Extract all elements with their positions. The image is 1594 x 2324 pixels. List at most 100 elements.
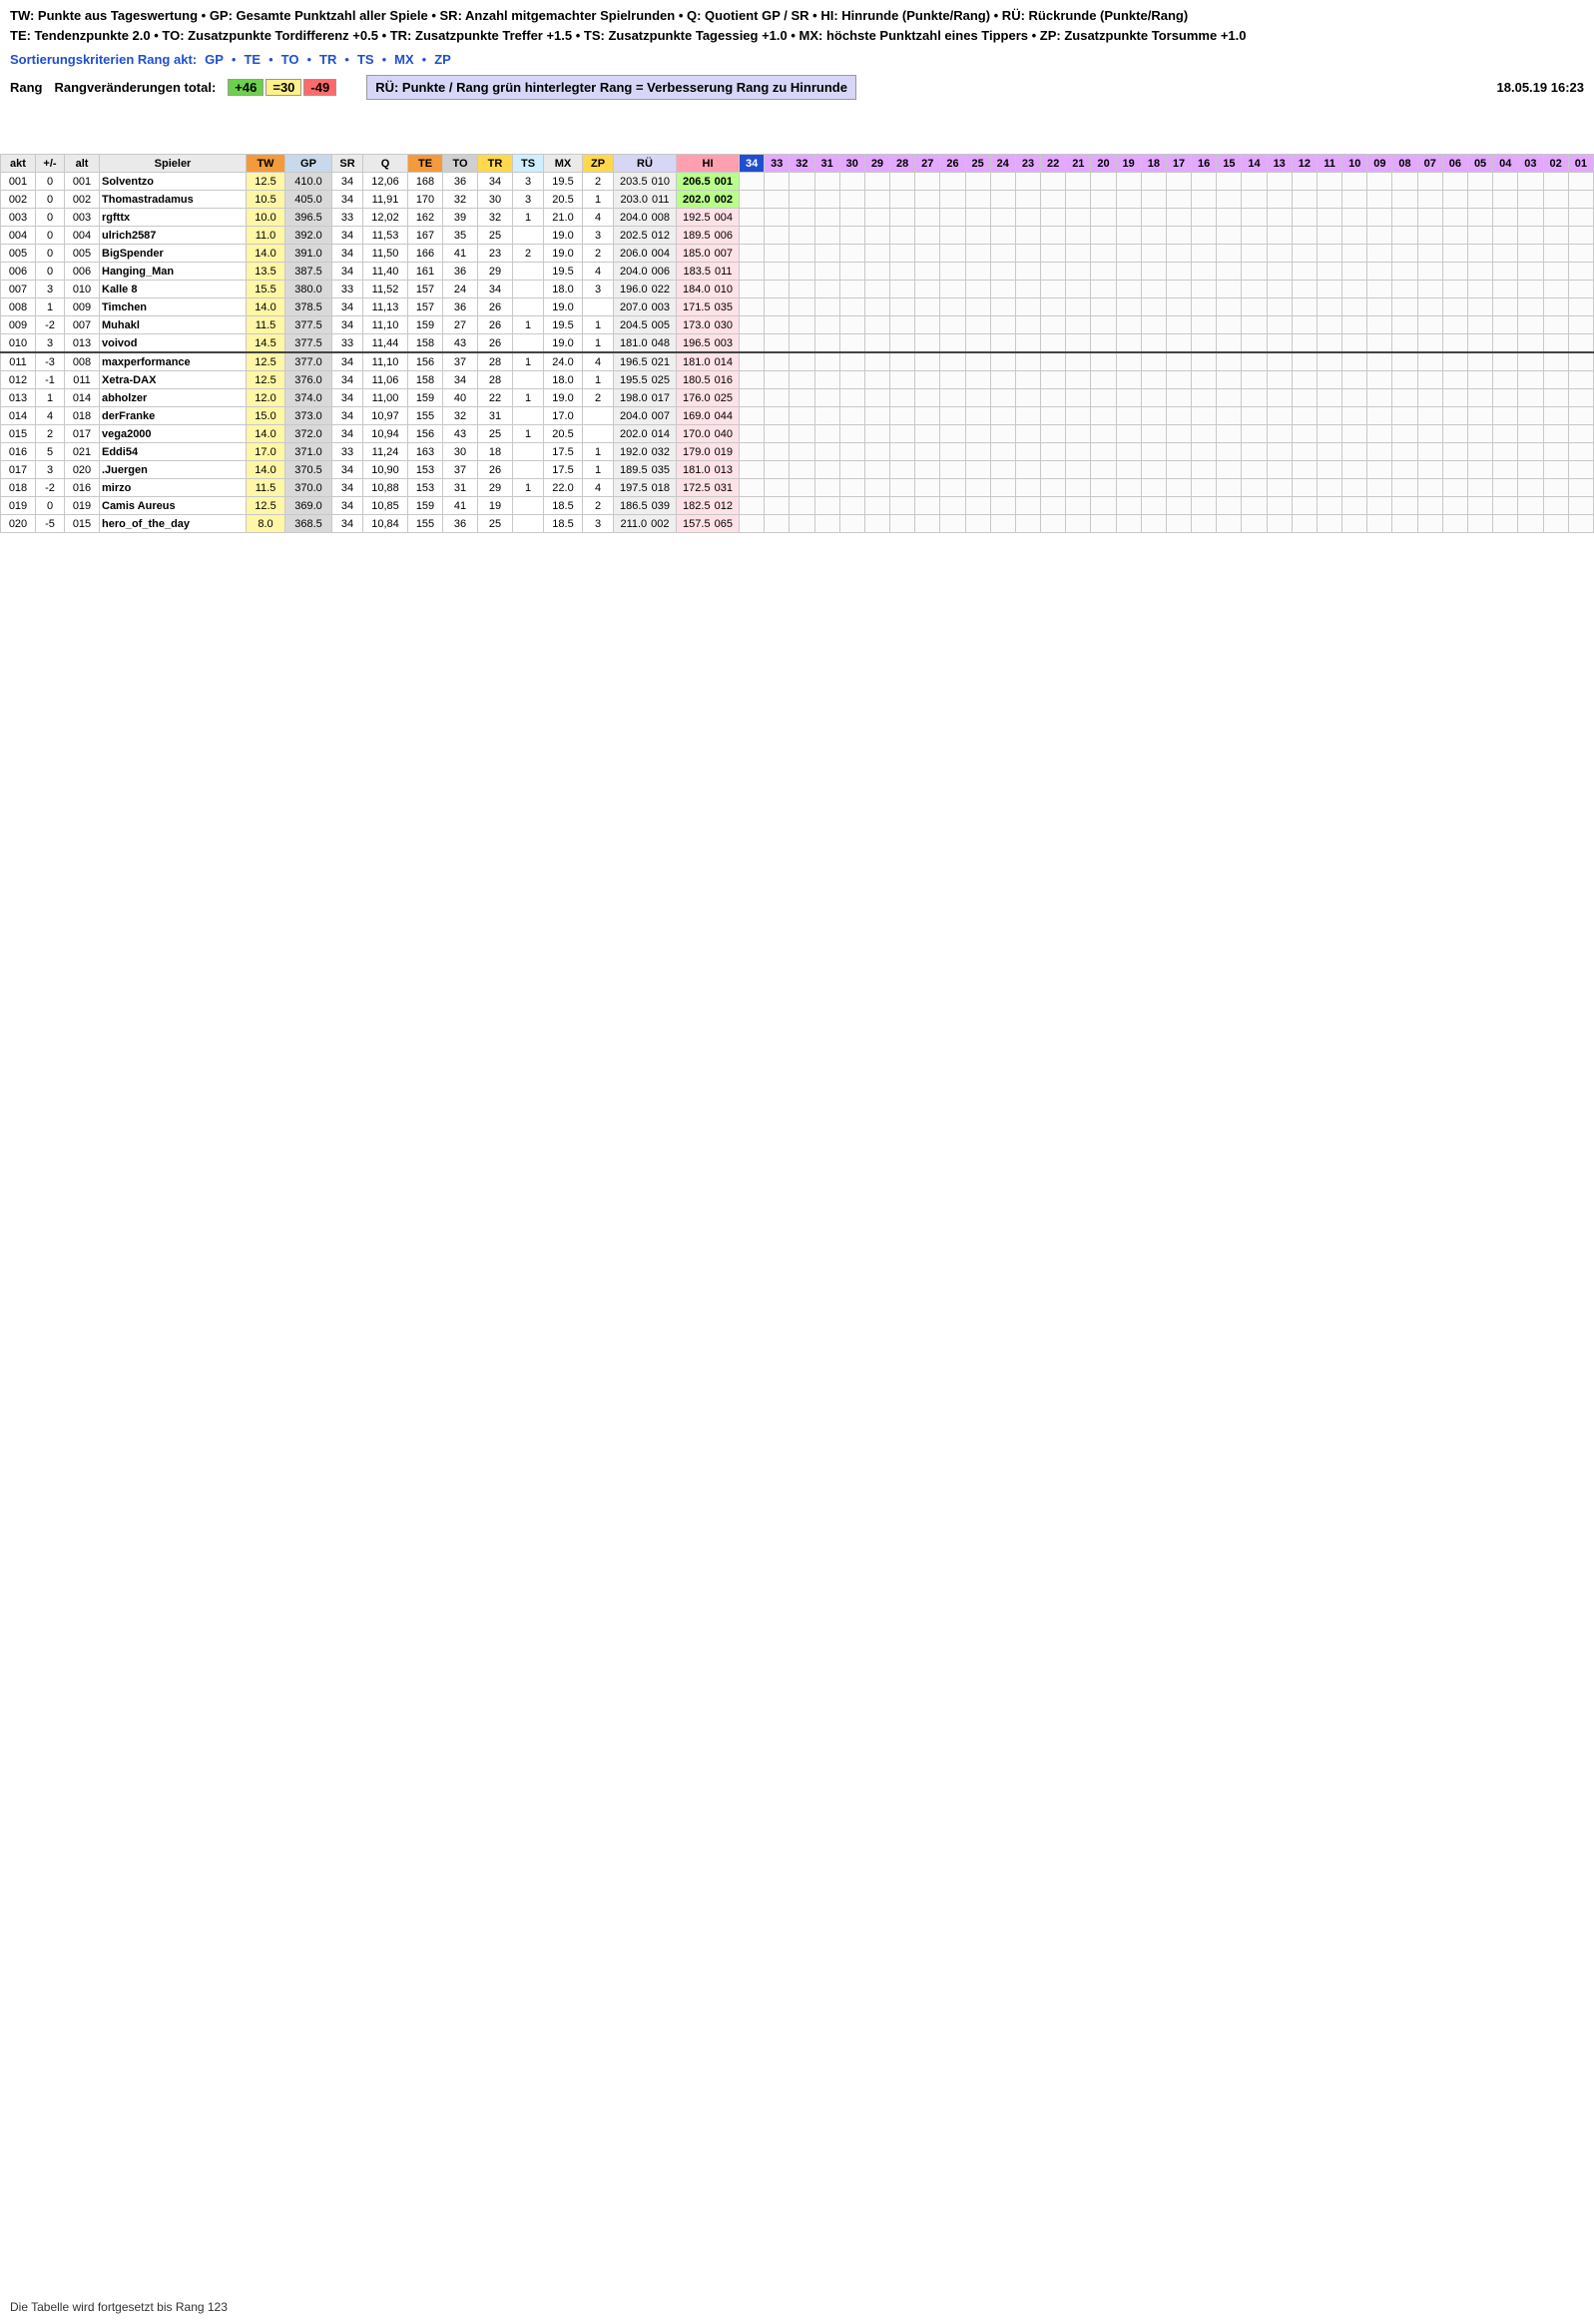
cell-ru-points: 203.0 (620, 193, 648, 206)
cell-round (1165, 478, 1193, 497)
cell-zp: 1 (582, 333, 614, 353)
cell-round (1065, 208, 1092, 227)
cell-tw: 12.5 (246, 496, 285, 515)
cell-pm: 5 (35, 442, 65, 461)
cell-zp: 2 (582, 172, 614, 191)
cell-round (889, 244, 916, 263)
cell-round (1065, 370, 1092, 389)
cell-round (964, 370, 991, 389)
cell-round (764, 208, 791, 227)
cell-round (1140, 424, 1167, 443)
cell-sr: 34 (331, 226, 363, 245)
cell-round (1542, 280, 1569, 298)
cell-round (1341, 442, 1368, 461)
cell-round (939, 424, 966, 443)
cell-round (1115, 406, 1142, 425)
cell-round (1040, 226, 1067, 245)
cell-sr: 33 (331, 333, 363, 353)
cell-round (1266, 496, 1293, 515)
cell-round (1115, 333, 1142, 353)
cell-round (1492, 172, 1519, 191)
cell-gp: 391.0 (284, 244, 332, 263)
cell-round (1542, 333, 1569, 353)
cell-round (764, 226, 791, 245)
cell-sr: 34 (331, 496, 363, 515)
cell-round (1165, 406, 1193, 425)
cell-round (1441, 424, 1468, 443)
cell-round (1416, 496, 1443, 515)
cell-ru: 195.5 025 (613, 370, 677, 389)
cell-round (813, 315, 840, 334)
cell-hi-rank: 014 (714, 355, 733, 368)
cell-round (939, 315, 966, 334)
cell-round (1014, 478, 1042, 497)
cell-round (1090, 226, 1117, 245)
cell-alt: 015 (64, 514, 100, 533)
cell-tr: 34 (477, 172, 513, 191)
cell-round (914, 370, 941, 389)
cell-ru-points: 192.0 (620, 445, 648, 458)
cell-alt: 004 (64, 226, 100, 245)
cell-round (939, 172, 966, 191)
cell-q: 10,84 (362, 514, 408, 533)
cell-round (1090, 280, 1117, 298)
cell-ru-rank: 002 (651, 517, 670, 530)
cell-round (1391, 244, 1418, 263)
cell-zp: 1 (582, 460, 614, 479)
cell-round (1266, 460, 1293, 479)
cell-round (838, 190, 865, 209)
cell-round (1416, 406, 1443, 425)
changes-label: Rangveränderungen total: (54, 79, 217, 95)
cell-round (1391, 297, 1418, 316)
cell-hi-rank: 007 (714, 247, 733, 260)
table-row: 019 0 019 Camis Aureus 12.5 369.0 34 10,85 159 41… (0, 496, 1594, 515)
cell-round (764, 496, 791, 515)
cell-round (1542, 315, 1569, 334)
cell-mx: 19.0 (543, 244, 583, 263)
cell-round (1140, 442, 1167, 461)
col-round: 17 (1165, 154, 1193, 173)
cell-round (764, 297, 791, 316)
cell-round (914, 244, 941, 263)
cell-round (1216, 333, 1243, 353)
cell-round (1165, 262, 1193, 281)
cell-ts: 2 (512, 244, 544, 263)
col-round: 29 (863, 154, 891, 173)
cell-pm: 3 (35, 280, 65, 298)
cell-mx: 19.5 (543, 262, 583, 281)
cell-ru-rank: 018 (651, 481, 670, 494)
sort-te: TE (244, 52, 262, 67)
cell-round (889, 351, 916, 371)
cell-round (1416, 280, 1443, 298)
cell-round (1416, 172, 1443, 191)
cell-round (1090, 208, 1117, 227)
cell-round (1040, 496, 1067, 515)
cell-round (1191, 424, 1218, 443)
cell-hi-points: 171.5 (683, 300, 711, 313)
col-round: 03 (1517, 154, 1544, 173)
cell-round (1542, 424, 1569, 443)
cell-mx: 22.0 (543, 478, 583, 497)
cell-round (863, 424, 891, 443)
cell-hi-points: 202.0 (683, 193, 711, 206)
cell-round (1366, 424, 1393, 443)
cell-hi-rank: 065 (714, 517, 733, 530)
cell-round (813, 297, 840, 316)
cell-round (1266, 226, 1293, 245)
cell-round (1391, 514, 1418, 533)
col-zp: ZP (582, 154, 614, 173)
cell-to: 27 (442, 315, 478, 334)
cell-ts: 1 (512, 208, 544, 227)
cell-te: 158 (407, 370, 443, 389)
cell-round (1014, 172, 1042, 191)
cell-round (1416, 442, 1443, 461)
cell-round (1366, 514, 1393, 533)
cell-round (1165, 370, 1193, 389)
cell-round (1316, 496, 1343, 515)
cell-round (1366, 460, 1393, 479)
cell-round (1441, 333, 1468, 353)
cell-round (1341, 226, 1368, 245)
col-round: 20 (1090, 154, 1117, 173)
cell-round (1542, 262, 1569, 281)
cell-sr: 34 (331, 370, 363, 389)
